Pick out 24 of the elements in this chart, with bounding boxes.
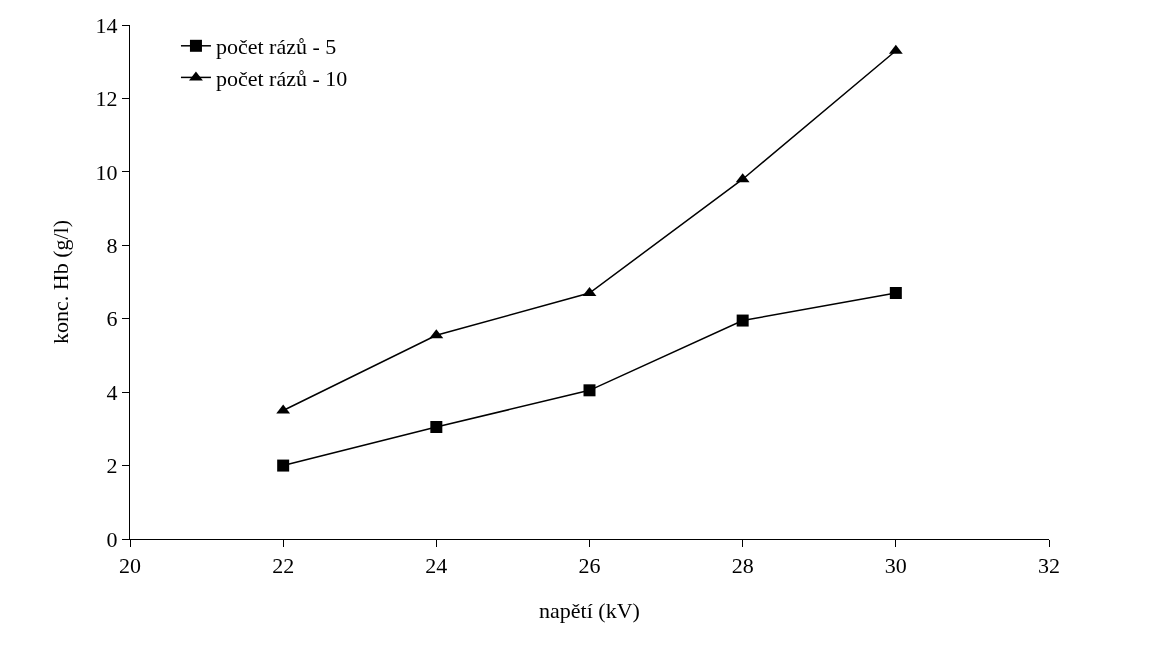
point <box>583 384 596 397</box>
y-tick-label: 2 <box>106 453 118 479</box>
y-tick-label: 6 <box>106 306 118 332</box>
point <box>277 459 290 472</box>
y-tick-label: 12 <box>95 86 118 112</box>
y-tick-label: 14 <box>95 12 118 38</box>
x-tick-label: 26 <box>578 553 601 579</box>
x-tick-label: 22 <box>272 553 295 579</box>
y-tick-label: 8 <box>106 232 118 258</box>
y-axis-title: konc. Hb (g/l) <box>48 219 74 345</box>
y-tick-label: 10 <box>95 159 118 185</box>
x-tick-label: 30 <box>884 553 907 579</box>
x-tick-label: 32 <box>1038 553 1060 579</box>
x-tick-label: 28 <box>731 553 754 579</box>
legend-label: počet rázů - 5 <box>215 34 337 60</box>
legend-label: počet rázů - 10 <box>215 65 348 91</box>
point <box>736 314 749 327</box>
y-tick-label: 0 <box>106 526 118 552</box>
point <box>430 421 443 434</box>
x-tick-label: 20 <box>119 553 141 579</box>
y-tick-label: 4 <box>106 379 118 405</box>
point <box>889 287 902 300</box>
x-tick-label: 24 <box>425 553 448 579</box>
x-axis-title: napětí (kV) <box>539 598 640 624</box>
